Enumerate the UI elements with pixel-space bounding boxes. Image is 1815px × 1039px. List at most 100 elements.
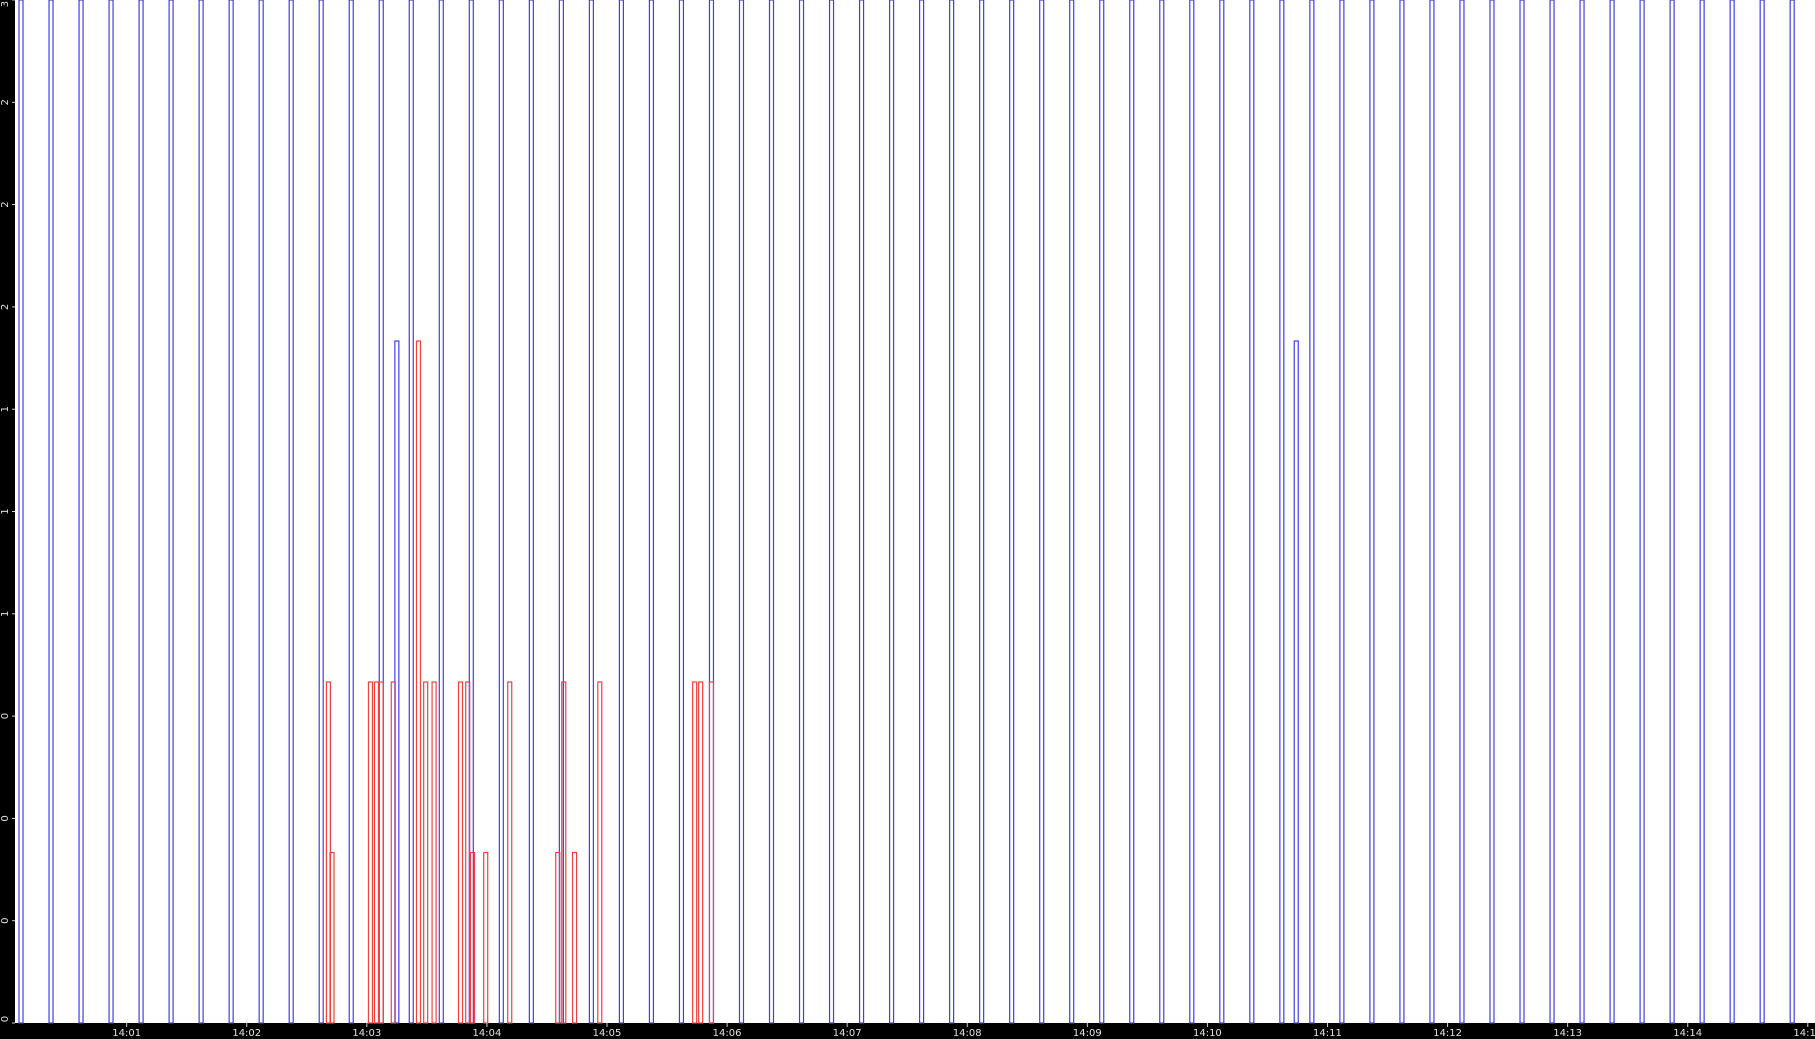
spike (1369, 0, 1375, 1024)
spike (828, 0, 835, 1024)
x-tick-label: 14:13 (1553, 1028, 1582, 1039)
spike (708, 681, 715, 1024)
spike (138, 0, 144, 1024)
x-tick-label: 14:03 (352, 1028, 381, 1039)
spike (1609, 0, 1615, 1024)
spike (571, 851, 578, 1024)
spike (1789, 0, 1795, 1024)
spike (919, 0, 925, 1024)
x-tick-label: 14:10 (1193, 1028, 1222, 1039)
spike (228, 0, 234, 1024)
spike (1279, 0, 1285, 1024)
spike (1293, 340, 1299, 1024)
spike (1339, 0, 1345, 1024)
spike (858, 0, 865, 1024)
y-tick-label: 2 (0, 304, 11, 310)
x-tick-label: 14:09 (1073, 1028, 1102, 1039)
x-tick-label: 14:05 (593, 1028, 622, 1039)
spike (1639, 0, 1645, 1024)
x-tick-label: 14:08 (953, 1028, 982, 1039)
y-tick-label: 1 (0, 406, 11, 412)
spike (1759, 0, 1765, 1024)
spike (465, 681, 471, 1024)
x-tick-label: 14:04 (473, 1028, 502, 1039)
spike (678, 0, 685, 1024)
spike (528, 0, 534, 1024)
y-tick-label: 2 (0, 99, 11, 105)
spike (1549, 0, 1555, 1024)
x-tick-label: 14:02 (232, 1028, 261, 1039)
spike (457, 681, 464, 1024)
y-tick-label: 1 (0, 611, 11, 617)
spike (318, 0, 324, 1024)
spike (258, 0, 264, 1024)
spike (555, 851, 561, 1024)
spike (588, 0, 594, 1024)
spike (1039, 0, 1045, 1024)
spike (1399, 0, 1405, 1024)
x-tick-label: 14:12 (1433, 1028, 1462, 1039)
spike (483, 851, 489, 1024)
spike (1669, 0, 1675, 1024)
x-tick-label: 14:06 (713, 1028, 742, 1039)
y-tick-label: 0 (0, 815, 11, 821)
spike (390, 681, 396, 1024)
spike (1069, 0, 1075, 1024)
spike (1729, 0, 1735, 1024)
y-tick-label: 0 (0, 1016, 11, 1022)
spike (438, 0, 444, 1024)
spike (1309, 0, 1315, 1024)
y-tick-label: 0 (0, 713, 11, 719)
spike (1699, 0, 1705, 1024)
spike (408, 0, 414, 1024)
y-tick-label: 0 (0, 918, 11, 924)
spike (597, 681, 603, 1024)
spike (423, 681, 429, 1024)
spike (48, 0, 54, 1024)
spike (469, 851, 476, 1024)
x-tick-label: 14:14 (1673, 1028, 1702, 1039)
x-tick-label: 14:07 (833, 1028, 862, 1039)
y-tick-label: 3 (0, 1, 11, 7)
y-tick-label: 1 (0, 508, 11, 514)
spike (1129, 0, 1135, 1024)
spike (1009, 0, 1015, 1024)
spike (798, 0, 805, 1024)
spike (1099, 0, 1105, 1024)
spike (1519, 0, 1525, 1024)
spike (1429, 0, 1435, 1024)
x-tick-label: 14:15 (1793, 1028, 1815, 1039)
spike (561, 681, 567, 1024)
spike (108, 0, 114, 1024)
spike (768, 0, 775, 1024)
x-tick-label: 14:01 (112, 1028, 141, 1039)
y-tick-label: 2 (0, 201, 11, 207)
spike (198, 0, 204, 1024)
spike (979, 0, 985, 1024)
spike (367, 681, 374, 1024)
spike (949, 0, 955, 1024)
spike (431, 681, 437, 1024)
spike (498, 0, 504, 1024)
spike (1219, 0, 1225, 1024)
spike (373, 681, 380, 1024)
spike (1459, 0, 1465, 1024)
plot-area (15, 0, 1815, 1023)
spike (648, 0, 655, 1024)
spike (1489, 0, 1495, 1024)
x-tick-label: 14:11 (1313, 1028, 1342, 1039)
spike (738, 0, 745, 1024)
spike (888, 0, 895, 1024)
spike (168, 0, 174, 1024)
spike (1159, 0, 1165, 1024)
spike (378, 681, 384, 1024)
spike (18, 0, 24, 1024)
spike (1579, 0, 1585, 1024)
spike (415, 340, 422, 1024)
spike (348, 0, 354, 1024)
spike (698, 681, 704, 1024)
spike (507, 681, 513, 1024)
spike (1249, 0, 1255, 1024)
